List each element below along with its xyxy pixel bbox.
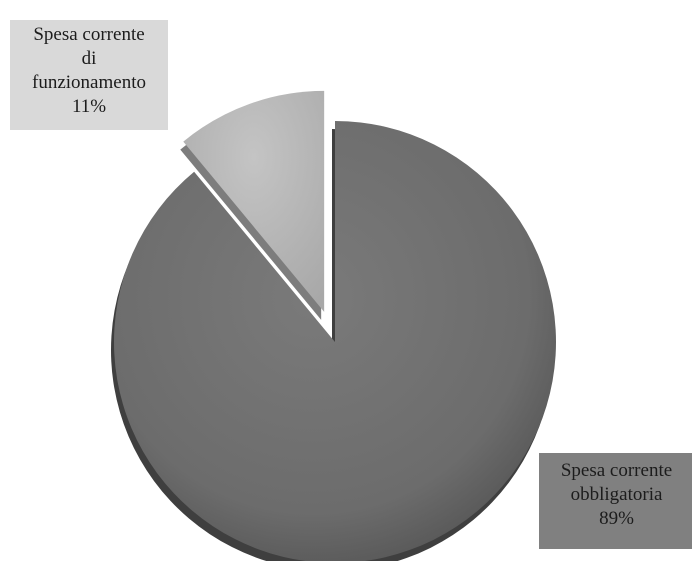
slice-label-line: Spesa corrente <box>33 24 145 45</box>
slice-label-line: di <box>81 48 97 69</box>
pie-slice-obbligatoria <box>114 121 556 561</box>
slice-label-obbligatoria: Spesa corrente obbligatoria 89% <box>539 453 692 549</box>
slice-label-line: obbligatoria <box>570 484 663 505</box>
slice-value-label: 11% <box>71 96 107 117</box>
slice-label-line: Spesa corrente <box>560 460 673 481</box>
slice-label-funzionamento: Spesa corrente di funzionamento 11% <box>10 20 168 130</box>
slice-label-line: funzionamento <box>32 72 146 93</box>
slice-value-label: 89% <box>599 508 634 529</box>
pie-slice-funzionamento <box>183 90 325 312</box>
